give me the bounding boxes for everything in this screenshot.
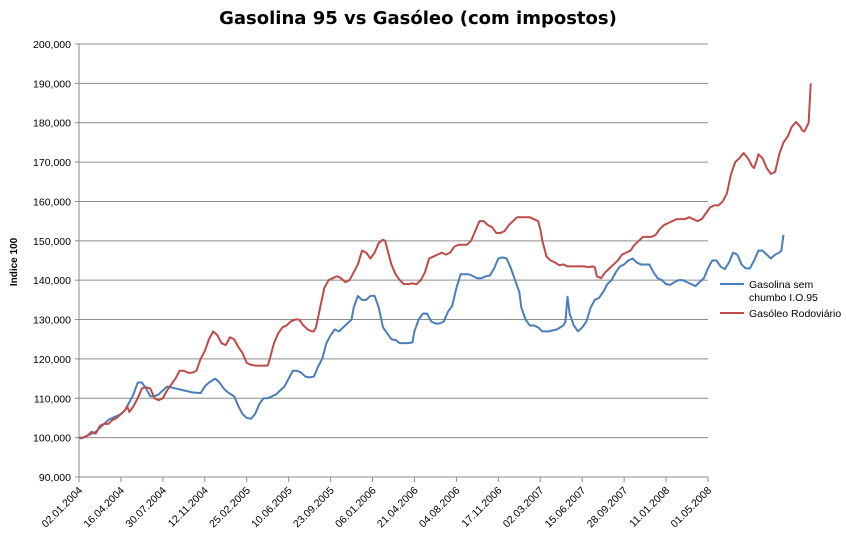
gridlines — [79, 43, 708, 478]
x-tick-label: 23.09.2005 — [291, 485, 337, 531]
legend: Gasolina sem chumbo I.O.95 Gasóleo Rodoviá… — [720, 279, 841, 320]
y-tick-label: 180,000 — [33, 118, 71, 130]
series-line-gasoleo — [79, 83, 812, 439]
y-tick-label: 200,000 — [33, 39, 71, 51]
y-tick-label: 140,000 — [33, 275, 71, 287]
x-tick-label: 06.01.2006 — [333, 485, 379, 531]
y-tick-label: 90,000 — [39, 472, 71, 484]
x-tick-label: 10.06.2005 — [249, 485, 295, 531]
x-tick-label: 15.06.2007 — [543, 485, 589, 531]
y-tick-label: 150,000 — [33, 236, 71, 248]
x-tick-label: 02.03.2007 — [501, 485, 547, 531]
y-tick-label: 190,000 — [33, 78, 71, 90]
x-tick-label: 12.11.2004 — [166, 485, 211, 530]
x-tick-label: 11.01.2008 — [627, 485, 672, 530]
y-tick-label: 130,000 — [33, 315, 71, 327]
y-tick-label: 110,000 — [34, 393, 71, 405]
x-tick-label: 25.02.2005 — [207, 485, 253, 531]
y-tick-label: 120,000 — [33, 354, 71, 366]
x-tick-label: 16.04.2004 — [81, 485, 127, 531]
x-tick-label: 04.08.2006 — [417, 485, 463, 531]
y-tick-label: 100,000 — [33, 433, 71, 445]
series-lines — [78, 83, 812, 440]
x-axis-ticks: 02.01.200416.04.200430.07.200412.11.2004… — [39, 476, 714, 531]
chart-title: Gasolina 95 vs Gasóleo (com impostos) — [219, 8, 617, 29]
y-tick-label: 170,000 — [33, 157, 71, 169]
x-tick-label: 21.04.2006 — [375, 485, 421, 531]
y-tick-label: 160,000 — [33, 196, 71, 208]
x-tick-label: 17.11.2006 — [459, 485, 504, 530]
series-line-gasolina — [78, 234, 785, 440]
y-axis-ticks: 90,000 100,000 110,000 120,000 130,000 140,00… — [33, 39, 80, 484]
y-axis-label: Indice 100 — [9, 237, 20, 286]
legend-label-gasoleo: Gasóleo Rodoviário — [749, 308, 841, 320]
x-tick-label: 01.05.2008 — [668, 485, 714, 531]
x-tick-label: 30.07.2004 — [123, 485, 169, 531]
legend-label-gasolina: Gasolina sem chumbo I.O.95 — [749, 279, 818, 304]
x-tick-label: 02.01.2004 — [39, 485, 85, 531]
x-tick-label: 28.09.2007 — [585, 485, 631, 531]
